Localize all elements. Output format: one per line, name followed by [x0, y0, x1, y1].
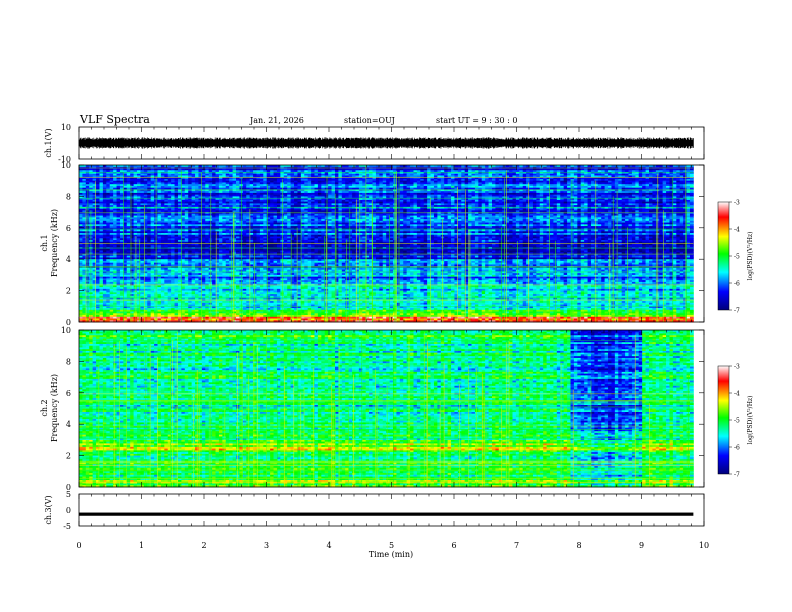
- waveform-trace-path: [79, 137, 693, 148]
- ch1-ytick-top: 10: [61, 123, 71, 132]
- station-label: station=OUJ: [344, 116, 395, 125]
- ch1-waveform-trace: [79, 137, 693, 148]
- start-ut-label: start UT = 9 : 30 : 0: [436, 116, 517, 125]
- ch1-waveform-panel: 10 -10 ch.1(V): [44, 123, 704, 164]
- date-label: Jan. 21, 2026: [249, 116, 304, 125]
- ch1-ylabel: ch.1(V): [44, 128, 53, 157]
- ch1-spectrogram-image: [79, 165, 694, 322]
- figure-title: VLF Spectra: [79, 113, 150, 126]
